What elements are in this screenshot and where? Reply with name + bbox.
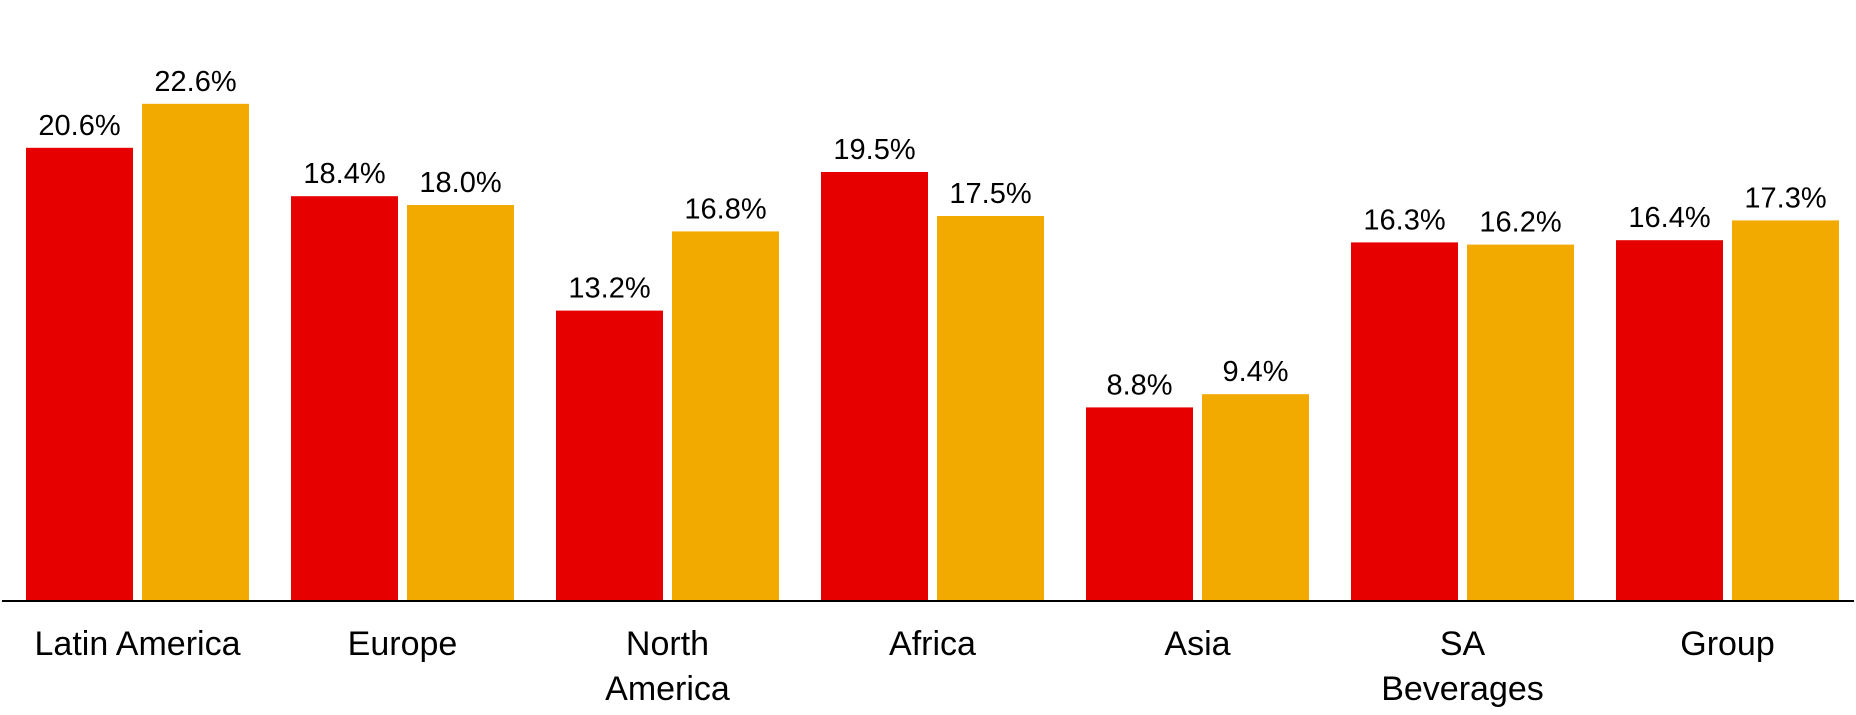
data-label-series1-2: 18.4% xyxy=(303,158,385,190)
bars-group xyxy=(26,103,1839,602)
category-labels-group: Latin America Europe North America Africa Asi… xyxy=(35,625,1775,708)
bar-series2-5 xyxy=(1202,394,1309,601)
bar-series2-1 xyxy=(142,103,249,602)
data-label-series1-4: 19.5% xyxy=(833,134,915,166)
category-label-5-line-1: Asia xyxy=(1164,625,1230,663)
category-label-6-line-2: Beverages xyxy=(1381,670,1544,708)
bar-series2-4 xyxy=(937,216,1044,601)
category-label-4-line-1: Africa xyxy=(889,625,976,663)
category-label-1-line-1: Latin America xyxy=(35,625,241,663)
bar-series1-4 xyxy=(821,172,928,601)
category-label-2-line-1: Europe xyxy=(348,625,458,663)
category-label-3-line-1: North xyxy=(626,625,709,663)
bar-series2-2 xyxy=(407,205,514,601)
bar-series1-6 xyxy=(1351,242,1458,601)
category-label-6-line-1: SA xyxy=(1440,625,1486,663)
bar-series2-6 xyxy=(1467,244,1574,601)
value-labels-group: 20.6% 22.6% 18.4% 18.0% 13.2% 16.8% 19.5% 17.5%… xyxy=(38,66,1826,402)
bar-series1-3 xyxy=(556,310,663,601)
bar-series2-7 xyxy=(1732,220,1839,601)
data-label-series2-4: 17.5% xyxy=(949,178,1031,210)
bar-series1-2 xyxy=(291,196,398,601)
data-label-series2-6: 16.2% xyxy=(1479,207,1561,239)
bar-series1-5 xyxy=(1086,407,1193,601)
data-label-series1-6: 16.3% xyxy=(1363,204,1445,236)
data-label-series1-5: 8.8% xyxy=(1106,369,1172,401)
data-label-series2-5: 9.4% xyxy=(1222,356,1288,388)
data-label-series1-3: 13.2% xyxy=(568,273,650,305)
category-label-7-line-1: Group xyxy=(1680,625,1775,663)
bar-series1-1 xyxy=(26,147,133,602)
data-label-series1-1: 20.6% xyxy=(38,110,120,142)
data-label-series2-3: 16.8% xyxy=(684,193,766,225)
data-label-series2-7: 17.3% xyxy=(1744,182,1826,214)
data-label-series2-1: 22.6% xyxy=(154,66,236,98)
data-label-series1-7: 16.4% xyxy=(1628,202,1710,234)
bar-series1-7 xyxy=(1616,240,1723,601)
bar-series2-3 xyxy=(672,231,779,601)
category-label-3-line-2: America xyxy=(605,670,730,708)
data-label-series2-2: 18.0% xyxy=(419,167,501,199)
